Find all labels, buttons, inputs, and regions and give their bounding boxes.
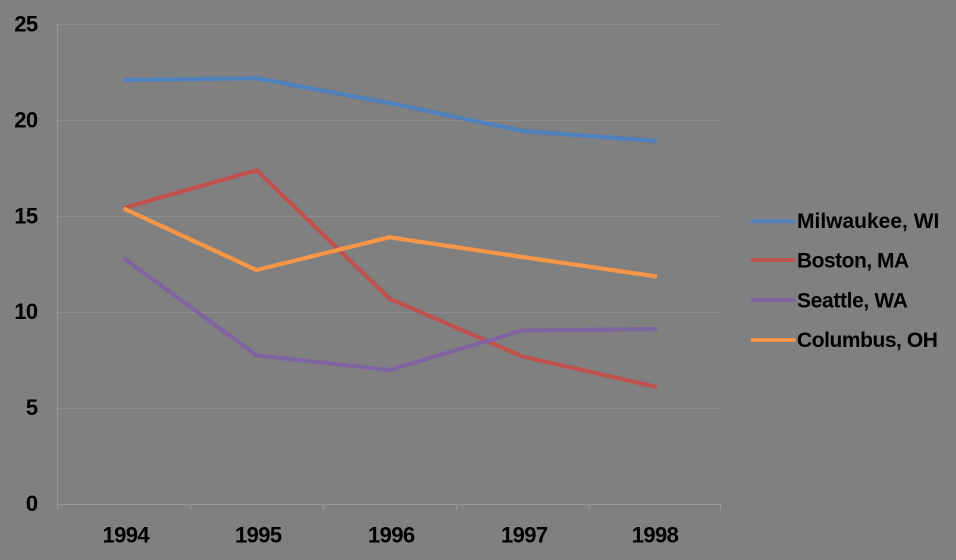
svg-text:Boston, MA: Boston, MA <box>797 250 909 273</box>
svg-text:0: 0 <box>26 491 38 516</box>
svg-text:15: 15 <box>14 203 38 228</box>
svg-text:Columbus, OH: Columbus, OH <box>797 329 937 352</box>
svg-text:1994: 1994 <box>103 522 151 547</box>
svg-text:1997: 1997 <box>501 522 548 547</box>
svg-text:Seattle, WA: Seattle, WA <box>797 290 908 313</box>
svg-text:1995: 1995 <box>235 522 282 547</box>
svg-text:20: 20 <box>14 107 38 132</box>
svg-text:1996: 1996 <box>368 522 415 547</box>
svg-text:5: 5 <box>26 395 38 420</box>
svg-text:1998: 1998 <box>632 522 679 547</box>
svg-text:25: 25 <box>14 12 38 37</box>
svg-text:10: 10 <box>14 299 38 324</box>
svg-text:Milwaukee, WI: Milwaukee, WI <box>797 210 939 233</box>
